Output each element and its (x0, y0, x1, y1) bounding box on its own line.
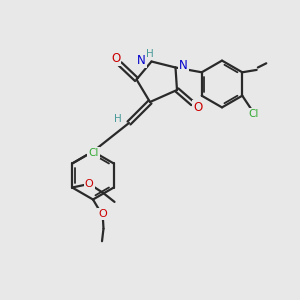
Text: O: O (85, 179, 93, 189)
Text: H: H (146, 49, 154, 59)
Text: Cl: Cl (248, 109, 259, 119)
Text: N: N (137, 54, 146, 67)
Text: O: O (111, 52, 120, 65)
Text: N: N (179, 58, 188, 72)
Text: Cl: Cl (88, 148, 98, 158)
Text: H: H (114, 114, 122, 124)
Text: O: O (98, 209, 107, 219)
Text: O: O (194, 100, 202, 114)
